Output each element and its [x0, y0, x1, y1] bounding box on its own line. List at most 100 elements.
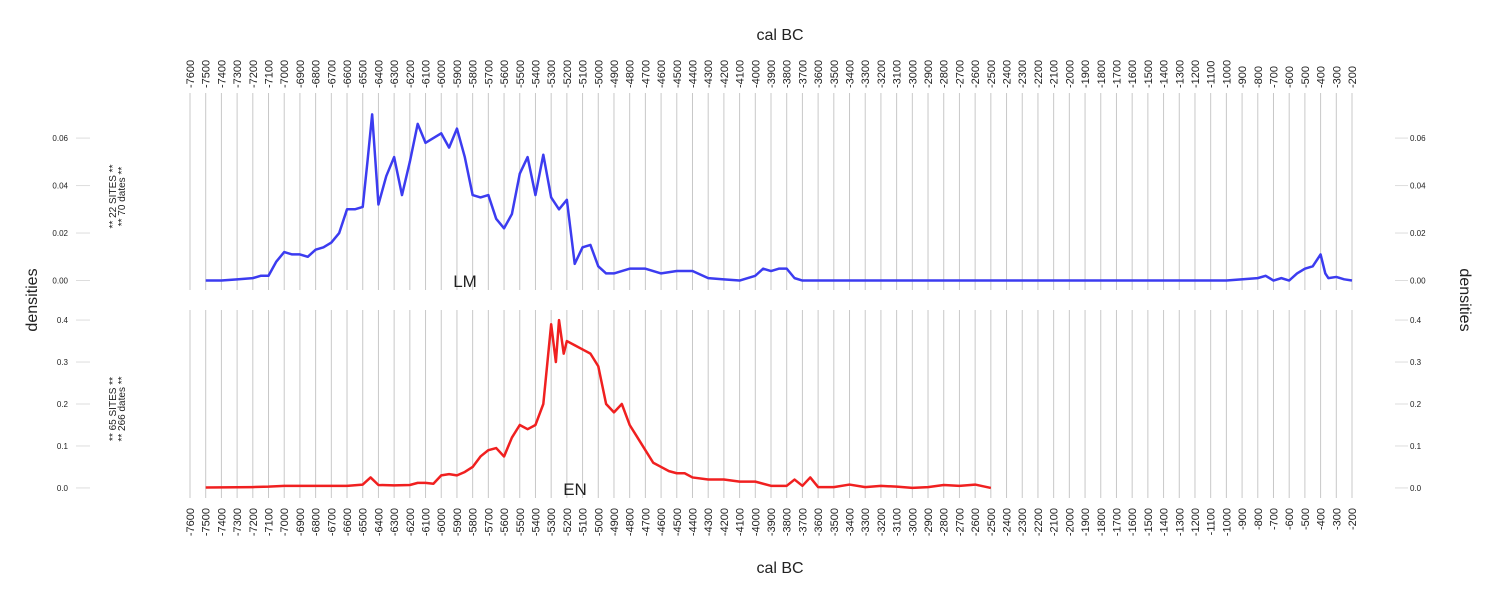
x-tick-label: -5800 [468, 60, 480, 88]
x-tick-label: -400 [1316, 66, 1328, 88]
x-tick-label: -7200 [248, 60, 260, 88]
x-tick-label: -300 [1331, 508, 1343, 530]
x-tick-label: -6700 [326, 60, 338, 88]
x-tick-label: -6800 [311, 60, 323, 88]
top-x-label: cal BC [756, 27, 803, 44]
x-tick-label: -4100 [735, 508, 747, 536]
x-tick-label: -7300 [232, 508, 244, 536]
x-tick-label: -5900 [452, 508, 464, 536]
x-tick-label: -3900 [766, 508, 778, 536]
y-tick-label-right: 0.04 [1410, 182, 1426, 191]
x-tick-label: -2900 [923, 60, 935, 88]
y-label-left: densities [24, 268, 41, 331]
x-tick-label: -7500 [201, 60, 213, 88]
side-text: ** 266 dates ** [117, 376, 128, 441]
x-tick-label: -4500 [672, 60, 684, 88]
x-tick-label: -6100 [421, 60, 433, 88]
x-tick-label: -7100 [264, 508, 276, 536]
x-tick-label: -3700 [797, 508, 809, 536]
x-tick-label: -5100 [578, 60, 590, 88]
x-tick-label: -3200 [876, 60, 888, 88]
x-tick-label: -7600 [185, 508, 197, 536]
x-tick-label: -6400 [373, 60, 385, 88]
x-tick-label: -6200 [405, 60, 417, 88]
y-tick-label-right: 0.1 [1410, 442, 1422, 451]
x-tick-label: -6600 [342, 60, 354, 88]
x-tick-label: -7300 [232, 60, 244, 88]
x-tick-label: -6500 [358, 508, 370, 536]
x-tick-label: -3300 [860, 508, 872, 536]
density-line [205, 113, 1353, 282]
x-tick-label: -3100 [892, 508, 904, 536]
x-tick-label: -4300 [703, 508, 715, 536]
x-tick-label: -1100 [1206, 508, 1218, 535]
x-tick-label: -7000 [279, 508, 291, 536]
side-text: ** 70 dates ** [117, 167, 128, 227]
x-tick-label: -5600 [499, 60, 511, 88]
x-tick-label: -6200 [405, 508, 417, 536]
x-tick-label: -2700 [954, 508, 966, 536]
x-tick-label: -6900 [295, 508, 307, 536]
x-tick-label: -5500 [515, 60, 527, 88]
x-tick-label: -3500 [829, 60, 841, 88]
x-tick-label: -6100 [421, 508, 433, 536]
x-tick-label: -2200 [1033, 60, 1045, 88]
x-tick-label: -4900 [609, 508, 621, 536]
x-tick-label: -1800 [1096, 508, 1108, 536]
x-tick-label: -1700 [1111, 508, 1123, 536]
y-tick-label-left: 0.2 [57, 400, 69, 409]
x-tick-label: -4600 [656, 60, 668, 88]
x-tick-label: -1200 [1190, 60, 1202, 88]
x-tick-label: -5400 [530, 60, 542, 88]
x-tick-label: -1900 [1080, 508, 1092, 536]
x-tick-label: -4000 [750, 508, 762, 536]
x-tick-label: -1900 [1080, 60, 1092, 88]
x-tick-label: -2800 [939, 60, 951, 88]
x-tick-label: -2300 [1017, 508, 1029, 536]
y-tick-label-left: 0.1 [57, 442, 69, 451]
x-tick-label: -4200 [719, 508, 731, 536]
x-tick-label: -3400 [845, 508, 857, 536]
x-tick-label: -4700 [640, 508, 652, 536]
x-tick-label: -1400 [1159, 60, 1171, 88]
y-tick-label-right: 0.0 [1410, 484, 1422, 493]
x-tick-label: -1000 [1221, 60, 1233, 88]
x-tick-label: -1000 [1221, 508, 1233, 536]
y-tick-label-left: 0.0 [57, 484, 69, 493]
x-tick-label: -1600 [1127, 508, 1139, 536]
x-tick-label: -4700 [640, 60, 652, 88]
y-tick-label-right: 0.3 [1410, 358, 1422, 367]
x-tick-label: -1300 [1174, 60, 1186, 88]
x-tick-label: -4500 [672, 508, 684, 536]
x-tick-label: -5600 [499, 508, 511, 536]
x-tick-label: -4400 [687, 508, 699, 536]
y-tick-label-left: 0.02 [52, 229, 68, 238]
x-tick-label: -3100 [892, 60, 904, 88]
x-tick-label: -7200 [248, 508, 260, 536]
x-tick-label: -300 [1331, 66, 1343, 88]
side-text: ** 65 SITES ** [108, 377, 119, 441]
x-tick-label: -3000 [907, 508, 919, 536]
x-tick-label: -4300 [703, 60, 715, 88]
group-label: EN [563, 480, 587, 499]
x-tick-label: -2700 [954, 60, 966, 88]
x-tick-label: -600 [1284, 66, 1296, 88]
x-tick-label: -1800 [1096, 60, 1108, 88]
x-tick-label: -6400 [373, 508, 385, 536]
x-tick-label: -2400 [1002, 508, 1014, 536]
bottom-x-label: cal BC [756, 560, 803, 577]
x-tick-label: -4000 [750, 60, 762, 88]
x-tick-label: -3000 [907, 60, 919, 88]
x-tick-label: -500 [1300, 66, 1312, 88]
x-tick-label: -200 [1347, 66, 1359, 88]
x-tick-label: -2500 [986, 60, 998, 88]
x-tick-label: -3700 [797, 60, 809, 88]
x-tick-label: -6900 [295, 60, 307, 88]
x-tick-label: -200 [1347, 508, 1359, 530]
x-tick-label: -1300 [1174, 508, 1186, 536]
x-tick-label: -2600 [970, 60, 982, 88]
y-label-right: densities [1456, 268, 1473, 331]
x-tick-label: -4800 [625, 60, 637, 88]
x-tick-label: -6600 [342, 508, 354, 536]
